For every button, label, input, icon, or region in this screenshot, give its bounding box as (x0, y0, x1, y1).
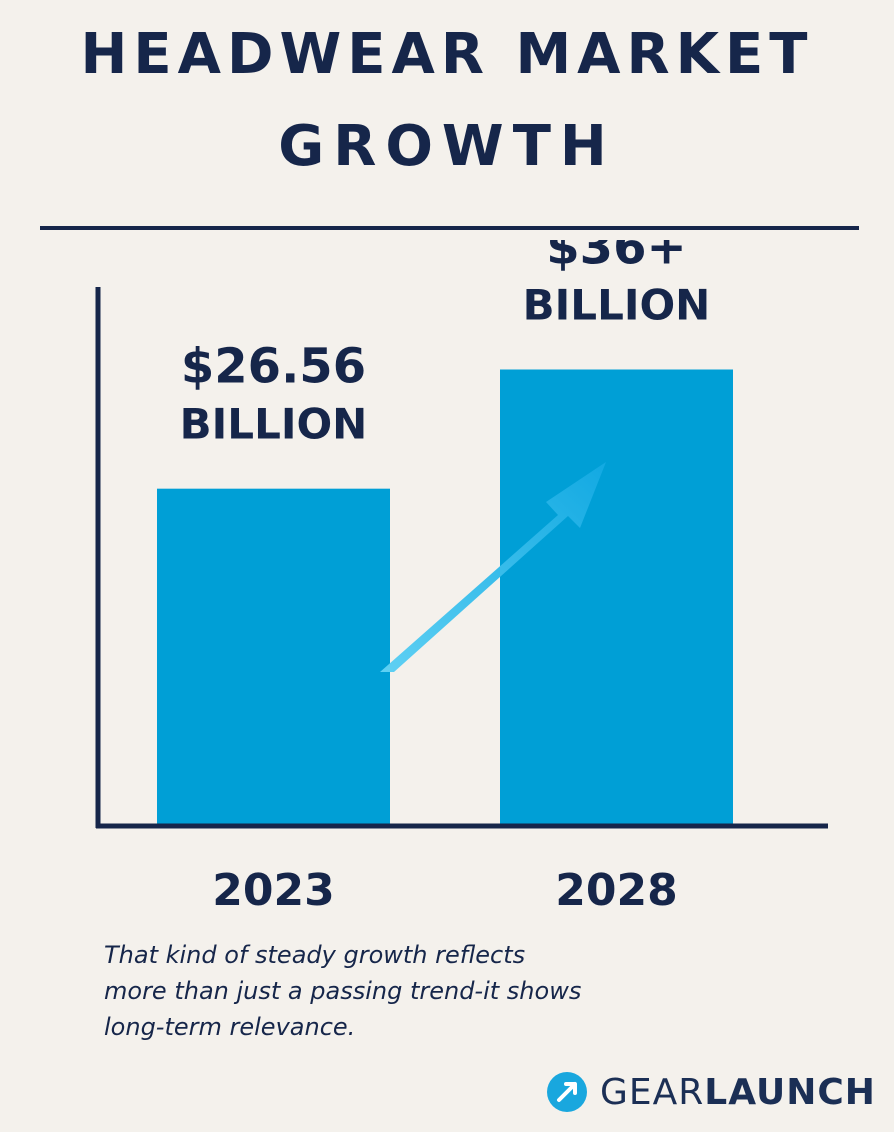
brand-name-bold: LAUNCH (704, 1071, 876, 1113)
brand-name: GEARLAUNCH (600, 1072, 876, 1113)
x-tick-label-2028: 2028 (555, 865, 677, 916)
gearlaunch-logo-icon (547, 1072, 587, 1112)
bar-2028 (500, 369, 733, 824)
bar-2023 (157, 488, 390, 824)
caption-line-2: more than just a passing trend-it shows (104, 977, 582, 1005)
data-label-2023-line-1: $26.56 (181, 339, 366, 395)
brand-name-light: GEAR (600, 1071, 705, 1113)
gearlaunch-logo: GEARLAUNCH (546, 1068, 876, 1116)
page-title-line-2: GROWTH (278, 114, 616, 179)
data-label-2023-line-2: BILLION (180, 400, 368, 449)
data-label-2028-line-2: BILLION (523, 281, 711, 330)
x-tick-label-2023: 2023 (212, 865, 334, 916)
caption-line-3: long-term relevance. (104, 1013, 356, 1041)
caption-text: That kind of steady growth reflects more… (104, 937, 664, 1045)
growth-arrow (380, 462, 606, 672)
title-divider (40, 226, 859, 230)
data-label-2028-line-1: $36+ (546, 240, 686, 276)
caption-line-1: That kind of steady growth reflects (104, 941, 526, 969)
page-title-line-1: HEADWEAR MARKET (80, 22, 814, 87)
market-growth-bar-chart: 2023 $26.56 BILLION 2028 $36+ BILLION (95, 240, 828, 916)
